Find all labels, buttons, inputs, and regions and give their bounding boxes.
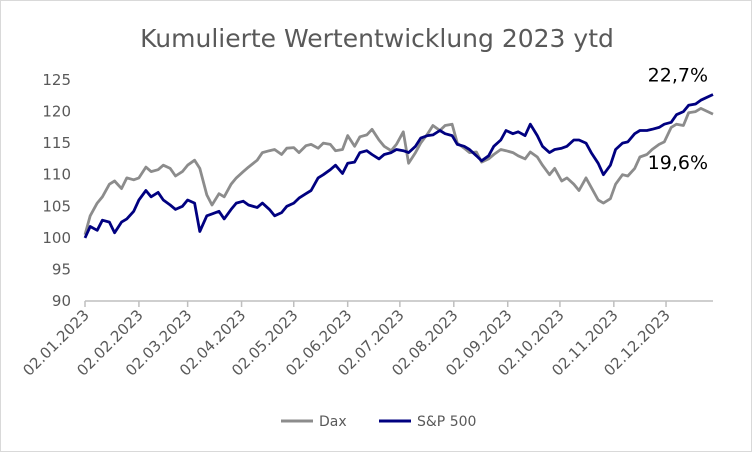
y-tick-label: 95 xyxy=(52,260,71,278)
y-tick-label: 100 xyxy=(42,229,71,247)
series-line-dax xyxy=(83,107,714,236)
y-tick-label: 125 xyxy=(42,71,71,89)
chart-title: Kumulierte Wertentwicklung 2023 ytd xyxy=(140,24,614,53)
series-line-sp500 xyxy=(83,93,714,239)
legend: Dax S&P 500 xyxy=(281,414,476,430)
y-tick-label: 110 xyxy=(42,166,71,184)
annotation-sp500: 22,7% xyxy=(648,65,708,87)
legend-dax-label: Dax xyxy=(319,414,347,430)
y-tick-label: 90 xyxy=(52,292,71,310)
x-axis: 02.01.202302.02.202302.03.202302.04.2023… xyxy=(19,300,713,380)
y-tick-label: 115 xyxy=(42,134,71,152)
annotation-dax: 19,6% xyxy=(648,152,708,174)
series-layer xyxy=(83,93,714,239)
y-axis: 90 95 100 105 110 115 120 125 xyxy=(42,71,71,310)
annotations: 22,7% 19,6% xyxy=(648,65,708,175)
y-tick-label: 105 xyxy=(42,197,71,215)
y-tick-label: 120 xyxy=(42,103,71,121)
legend-sp500-label: S&P 500 xyxy=(417,414,476,430)
